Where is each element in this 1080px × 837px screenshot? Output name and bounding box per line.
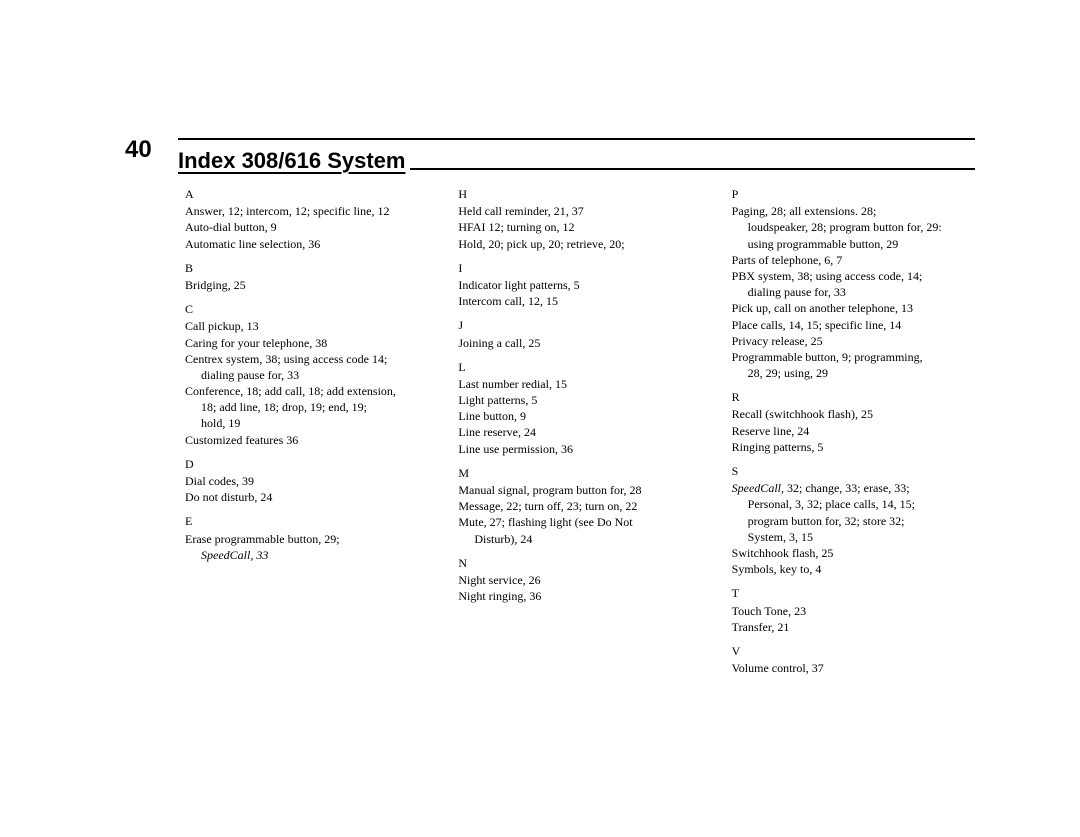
rule-top bbox=[178, 138, 975, 140]
index-entry: Manual signal, program button for, 28 bbox=[458, 482, 701, 498]
index-entry: 28, 29; using, 29 bbox=[732, 365, 975, 381]
index-entry: Centrex system, 38; using access code 14… bbox=[185, 351, 428, 367]
page-number: 40 bbox=[125, 136, 152, 164]
index-entry: Transfer, 21 bbox=[732, 619, 975, 635]
index-section: VVolume control, 37 bbox=[732, 643, 975, 676]
index-entry: Do not disturb, 24 bbox=[185, 489, 428, 505]
index-entry: SpeedCall, 32; change, 33; erase, 33; bbox=[732, 480, 975, 496]
index-entry: Conference, 18; add call, 18; add extens… bbox=[185, 383, 428, 399]
index-entry: hold, 19 bbox=[185, 415, 428, 431]
index-entry: Last number redial, 15 bbox=[458, 376, 701, 392]
index-section: HHeld call reminder, 21, 37HFAI 12; turn… bbox=[458, 186, 701, 252]
index-entry: Bridging, 25 bbox=[185, 277, 428, 293]
index-entry-italic: SpeedCall, bbox=[732, 481, 784, 495]
index-letter: D bbox=[185, 456, 428, 472]
index-entry: Line reserve, 24 bbox=[458, 424, 701, 440]
index-letter: C bbox=[185, 301, 428, 317]
index-entry: Erase programmable button, 29; bbox=[185, 531, 428, 547]
index-entry: Auto-dial button, 9 bbox=[185, 219, 428, 235]
index-entry: Indicator light patterns, 5 bbox=[458, 277, 701, 293]
index-entry: Line button, 9 bbox=[458, 408, 701, 424]
index-entry: Light patterns, 5 bbox=[458, 392, 701, 408]
index-section: LLast number redial, 15Light patterns, 5… bbox=[458, 359, 701, 457]
index-section: T Touch Tone, 23Transfer, 21 bbox=[732, 585, 975, 635]
index-entry: Night service, 26 bbox=[458, 572, 701, 588]
index-entry: Place calls, 14, 15; specific line, 14 bbox=[732, 317, 975, 333]
index-entry: Mute, 27; flashing light (see Do Not bbox=[458, 514, 701, 530]
index-entry: Call pickup, 13 bbox=[185, 318, 428, 334]
index-letter: S bbox=[732, 463, 975, 479]
index-letter: H bbox=[458, 186, 701, 202]
index-entry: Reserve line, 24 bbox=[732, 423, 975, 439]
index-entry: Switchhook flash, 25 bbox=[732, 545, 975, 561]
index-letter: N bbox=[458, 555, 701, 571]
index-title: Index 308/616 System bbox=[178, 148, 405, 174]
index-letter: P bbox=[732, 186, 975, 202]
index-entry: Volume control, 37 bbox=[732, 660, 975, 676]
index-letter: R bbox=[732, 389, 975, 405]
index-entry: System, 3, 15 bbox=[732, 529, 975, 545]
index-entry: Disturb), 24 bbox=[458, 531, 701, 547]
index-entry: Night ringing, 36 bbox=[458, 588, 701, 604]
index-entry: Hold, 20; pick up, 20; retrieve, 20; bbox=[458, 236, 701, 252]
index-entry: Intercom call, 12, 15 bbox=[458, 293, 701, 309]
index-entry: Programmable button, 9; programming, bbox=[732, 349, 975, 365]
index-section: CCall pickup, 13Caring for your telephon… bbox=[185, 301, 428, 448]
index-entry: Ringing patterns, 5 bbox=[732, 439, 975, 455]
index-entry: Recall (switchhook flash), 25 bbox=[732, 406, 975, 422]
index-entry: Line use permission, 36 bbox=[458, 441, 701, 457]
index-entry: Touch Tone, 23 bbox=[732, 603, 975, 619]
index-section: PPaging, 28; all extensions. 28;loudspea… bbox=[732, 186, 975, 381]
index-letter: L bbox=[458, 359, 701, 375]
index-column-2: HHeld call reminder, 21, 37HFAI 12; turn… bbox=[458, 186, 701, 684]
index-letter: M bbox=[458, 465, 701, 481]
index-section: AAnswer, 12; intercom, 12; specific line… bbox=[185, 186, 428, 252]
index-entry: using programmable button, 29 bbox=[732, 236, 975, 252]
index-column-1: AAnswer, 12; intercom, 12; specific line… bbox=[185, 186, 428, 684]
index-section: BBridging, 25 bbox=[185, 260, 428, 293]
index-column-3: PPaging, 28; all extensions. 28;loudspea… bbox=[732, 186, 975, 684]
index-entry: Symbols, key to, 4 bbox=[732, 561, 975, 577]
index-letter: J bbox=[458, 317, 701, 333]
index-letter: T bbox=[732, 585, 975, 601]
index-entry: Caring for your telephone, 38 bbox=[185, 335, 428, 351]
index-entry: loudspeaker, 28; program button for, 29: bbox=[732, 219, 975, 235]
index-section: RRecall (switchhook flash), 25Reserve li… bbox=[732, 389, 975, 455]
index-entry: Held call reminder, 21, 37 bbox=[458, 203, 701, 219]
index-entry: PBX system, 38; using access code, 14; bbox=[732, 268, 975, 284]
index-entry: program button for, 32; store 32; bbox=[732, 513, 975, 529]
index-letter: B bbox=[185, 260, 428, 276]
index-columns: AAnswer, 12; intercom, 12; specific line… bbox=[185, 186, 975, 684]
index-entry: Personal, 3, 32; place calls, 14, 15; bbox=[732, 496, 975, 512]
index-entry: Joining a call, 25 bbox=[458, 335, 701, 351]
index-entry: Dial codes, 39 bbox=[185, 473, 428, 489]
index-entry: Parts of telephone, 6, 7 bbox=[732, 252, 975, 268]
index-section: MManual signal, program button for, 28Me… bbox=[458, 465, 701, 547]
index-section: SSpeedCall, 32; change, 33; erase, 33;Pe… bbox=[732, 463, 975, 577]
index-entry-text: 32; change, 33; erase, 33; bbox=[784, 481, 910, 495]
index-letter: I bbox=[458, 260, 701, 276]
index-section: E Erase programmable button, 29;SpeedCall… bbox=[185, 513, 428, 563]
index-entry: Answer, 12; intercom, 12; specific line,… bbox=[185, 203, 428, 219]
index-entry: Paging, 28; all extensions. 28; bbox=[732, 203, 975, 219]
rule-mid bbox=[410, 168, 975, 170]
index-section: IIndicator light patterns, 5Intercom cal… bbox=[458, 260, 701, 310]
index-entry: Automatic line selection, 36 bbox=[185, 236, 428, 252]
index-entry: Pick up, call on another telephone, 13 bbox=[732, 300, 975, 316]
index-section: J Joining a call, 25 bbox=[458, 317, 701, 350]
index-entry: Customized features 36 bbox=[185, 432, 428, 448]
index-section: DDial codes, 39Do not disturb, 24 bbox=[185, 456, 428, 506]
index-entry: Privacy release, 25 bbox=[732, 333, 975, 349]
index-entry: 18; add line, 18; drop, 19; end, 19; bbox=[185, 399, 428, 415]
index-letter: A bbox=[185, 186, 428, 202]
index-entry: dialing pause for, 33 bbox=[732, 284, 975, 300]
index-section: NNight service, 26Night ringing, 36 bbox=[458, 555, 701, 605]
index-entry: Message, 22; turn off, 23; turn on, 22 bbox=[458, 498, 701, 514]
index-entry: HFAI 12; turning on, 12 bbox=[458, 219, 701, 235]
index-letter: E bbox=[185, 513, 428, 529]
index-entry: dialing pause for, 33 bbox=[185, 367, 428, 383]
index-letter: V bbox=[732, 643, 975, 659]
index-entry: SpeedCall, 33 bbox=[185, 547, 428, 563]
